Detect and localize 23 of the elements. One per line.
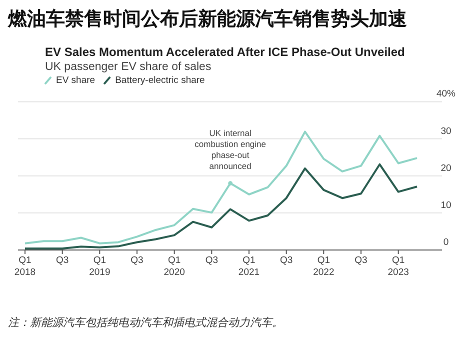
annotation: UK internal combustion engine phase-out announced [194, 128, 266, 171]
x-tick-label: Q1 2020 [164, 255, 185, 278]
y-tick-label: 20 [440, 162, 452, 174]
y-tick-label: 0 [443, 237, 449, 248]
y-tick-label: 30 [440, 126, 452, 137]
text: 注：新能源汽车包括纯电动汽车和插电式混合动力汽车。 [8, 316, 283, 329]
chart-title: 燃油车禁售时间公布后新能源汽车销售势头加速 [7, 8, 407, 30]
legend-label: Battery-electric share [115, 75, 205, 86]
chart-subtitle: EV Sales Momentum Accelerated After ICE Phase-Out Unveiled [45, 45, 405, 59]
x-tick-label: Q3 [280, 255, 293, 266]
legend-label: EV share [56, 75, 96, 86]
y-tick-label: 10 [440, 200, 452, 211]
y-tick-label: 40% [436, 88, 456, 100]
x-tick-label: Q3 [130, 255, 144, 266]
x-tick-label: Q1 2023 [388, 255, 409, 278]
x-tick-label: Q1 2022 [313, 255, 334, 278]
x-tick-label: Q1 2021 [238, 255, 260, 278]
x-tick-label: Q1 2019 [89, 255, 110, 278]
x-tick-label: Q3 [205, 255, 218, 266]
x-tick-label: Q3 [354, 255, 368, 266]
x-tick-label: Q1 2018 [14, 255, 36, 278]
x-tick-label: Q3 [56, 255, 69, 266]
y-axis-title: UK passenger EV share of sales [45, 61, 212, 73]
